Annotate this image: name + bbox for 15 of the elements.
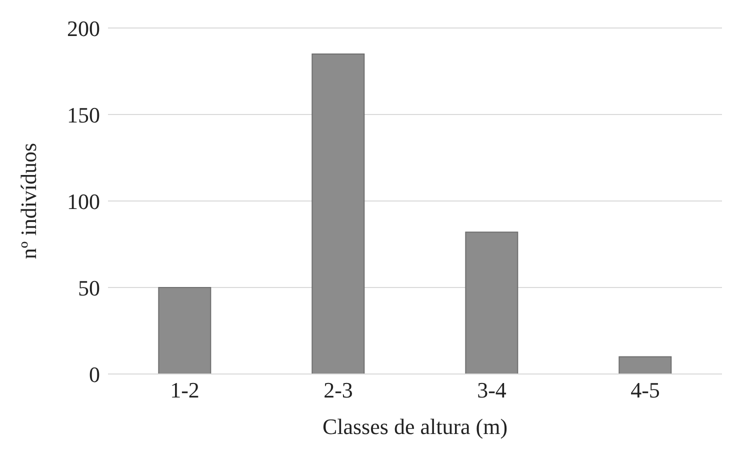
- x-tick-label: 2-3: [324, 378, 353, 403]
- y-tick-label: 100: [67, 188, 100, 214]
- y-tick-label: 200: [67, 16, 100, 41]
- x-tick-label: 4-5: [630, 378, 660, 403]
- bar: [312, 53, 365, 374]
- x-tick-label: 3-4: [477, 378, 506, 403]
- y-axis-title: nº indivíduos: [16, 142, 41, 260]
- bar: [465, 232, 518, 374]
- bar: [618, 356, 672, 374]
- x-tick-label: 1-2: [170, 378, 200, 403]
- y-tick-label: 0: [89, 362, 100, 387]
- y-tick-label: 50: [78, 275, 100, 300]
- x-axis-title: Classes de altura (m): [322, 414, 508, 439]
- y-tick-label: 150: [67, 102, 100, 128]
- bar: [158, 287, 212, 374]
